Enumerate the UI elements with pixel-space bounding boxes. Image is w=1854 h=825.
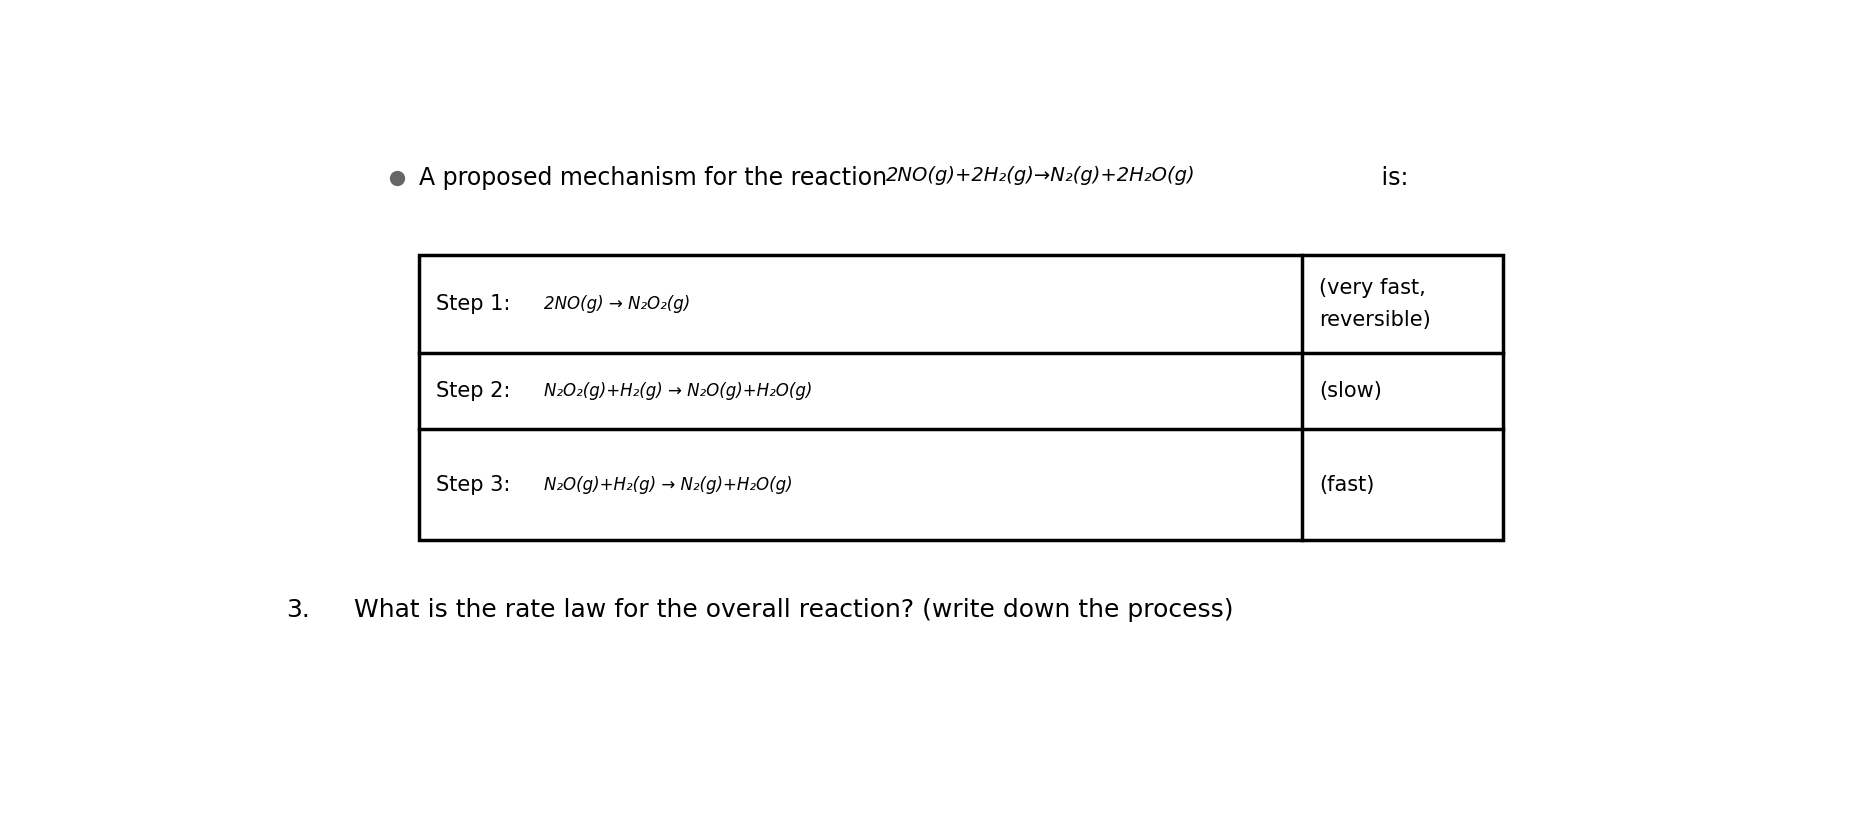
Text: Step 2:: Step 2: — [436, 381, 517, 401]
Text: N₂O(g)+H₂(g) → N₂(g)+H₂O(g): N₂O(g)+H₂(g) → N₂(g)+H₂O(g) — [543, 476, 792, 494]
Text: reversible): reversible) — [1320, 309, 1431, 330]
Text: 3.: 3. — [286, 598, 310, 622]
Text: 2NO(g)+2H₂(g)→N₂(g)+2H₂O(g): 2NO(g)+2H₂(g)→N₂(g)+2H₂O(g) — [886, 166, 1196, 185]
Text: (very fast,: (very fast, — [1320, 278, 1426, 298]
Text: N₂O₂(g)+H₂(g) → N₂O(g)+H₂O(g): N₂O₂(g)+H₂(g) → N₂O(g)+H₂O(g) — [543, 382, 812, 400]
Text: is:: is: — [1374, 167, 1409, 191]
Text: (fast): (fast) — [1320, 475, 1376, 495]
Text: (slow): (slow) — [1320, 381, 1383, 401]
Text: A proposed mechanism for the reaction: A proposed mechanism for the reaction — [419, 167, 894, 191]
Text: Step 3:: Step 3: — [436, 475, 517, 495]
Text: 2NO(g) → N₂O₂(g): 2NO(g) → N₂O₂(g) — [543, 295, 690, 313]
Bar — [419, 255, 1504, 540]
Text: Step 1:: Step 1: — [436, 294, 517, 314]
Text: What is the rate law for the overall reaction? (write down the process): What is the rate law for the overall rea… — [354, 598, 1233, 622]
